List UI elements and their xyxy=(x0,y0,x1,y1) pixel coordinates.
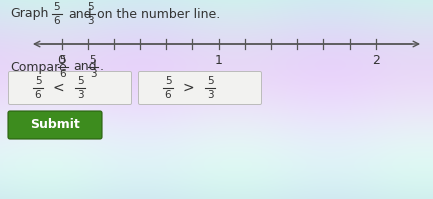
Text: 5: 5 xyxy=(90,55,96,65)
Text: on the number line.: on the number line. xyxy=(97,8,220,20)
FancyBboxPatch shape xyxy=(8,111,102,139)
Text: 3: 3 xyxy=(207,90,213,100)
FancyBboxPatch shape xyxy=(139,71,262,104)
Text: 3: 3 xyxy=(90,69,96,79)
Text: Graph: Graph xyxy=(10,8,48,20)
Text: 3: 3 xyxy=(87,16,94,26)
Text: 5: 5 xyxy=(54,2,60,12)
Text: 5: 5 xyxy=(60,55,66,65)
Text: >: > xyxy=(182,81,194,95)
Text: and: and xyxy=(68,8,92,20)
Text: 5: 5 xyxy=(35,76,41,86)
Text: Submit: Submit xyxy=(30,118,80,132)
Text: 1: 1 xyxy=(215,54,223,67)
Text: 5: 5 xyxy=(165,76,171,86)
Text: 0: 0 xyxy=(58,54,65,67)
Text: <: < xyxy=(52,81,64,95)
Text: 5: 5 xyxy=(87,2,94,12)
Text: 6: 6 xyxy=(60,69,66,79)
Text: .: . xyxy=(100,60,104,73)
Text: 5: 5 xyxy=(207,76,213,86)
Text: 3: 3 xyxy=(77,90,83,100)
Text: 6: 6 xyxy=(165,90,171,100)
Text: 5: 5 xyxy=(77,76,83,86)
Text: Compare: Compare xyxy=(10,60,67,73)
Text: 6: 6 xyxy=(35,90,41,100)
Text: and: and xyxy=(73,60,97,73)
Text: 2: 2 xyxy=(372,54,380,67)
FancyBboxPatch shape xyxy=(9,71,132,104)
Text: 6: 6 xyxy=(54,16,60,26)
